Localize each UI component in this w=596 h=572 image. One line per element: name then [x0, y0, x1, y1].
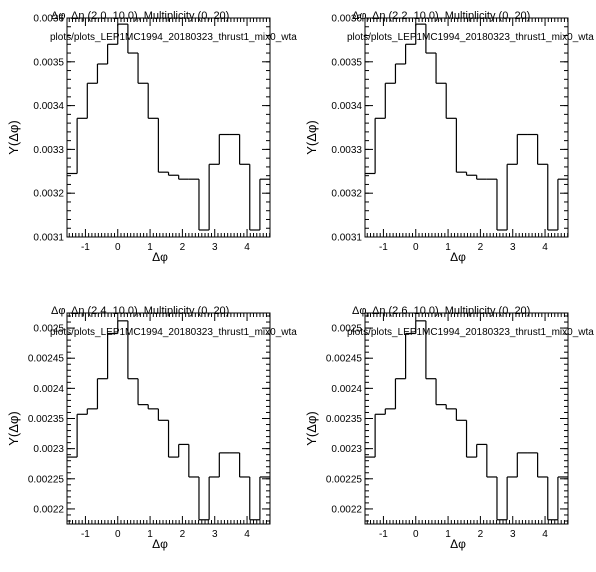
x-tick-label: 1: [147, 529, 153, 540]
x-axis-label: Δφ: [152, 537, 168, 551]
y-axis-label: Y(Δφ): [304, 411, 319, 445]
y-tick-label: 0.0034: [331, 101, 362, 112]
x-tick-label: 2: [180, 529, 186, 540]
x-tick-label: 0: [115, 529, 121, 540]
x-tick-label: 0: [115, 242, 121, 253]
x-tick-label: 2: [180, 242, 186, 253]
y-axis-label: Y(Δφ): [304, 120, 319, 154]
x-tick-label: -1: [379, 242, 388, 253]
x-tick-label: 0: [413, 242, 419, 253]
y-axis-label: Y(Δφ): [6, 411, 21, 445]
x-tick-label: 3: [510, 529, 516, 540]
x-tick-label: 4: [542, 529, 548, 540]
chart-panel-2: -1 0 1 2 3 4 0.0031 0.0032 0.0033 0.0034 0.0035 0.0…: [304, 10, 594, 264]
chart-panel-1: -1 0 1 2 3 4 0.0031 0.0032 0.0033 0.0034 0.0035 0.0…: [6, 10, 297, 264]
x-tick-label: 3: [510, 242, 516, 253]
y-tick-label: 0.00245: [326, 354, 363, 365]
y-tick-label: 0.0032: [331, 189, 362, 200]
y-tick-label: 0.0036: [331, 14, 362, 25]
y-tick-label: 0.0022: [33, 504, 64, 515]
panel-subtitle: plots/plots_LEP1MC1994_20180323_thrust1_…: [347, 32, 594, 43]
plot-frame: [364, 312, 569, 525]
plot-frame: [364, 17, 569, 238]
x-tick-label: 4: [244, 242, 250, 253]
y-tick-label: 0.00235: [28, 414, 65, 425]
y-tick-label: 0.0024: [33, 384, 64, 395]
y-tick-label: 0.00245: [28, 354, 65, 365]
y-tick-label: 0.0036: [33, 14, 64, 25]
x-tick-label: -1: [81, 529, 90, 540]
panel-title: Δφ, Δη (2.2, 10.0), Multiplicity (0, 20): [352, 10, 530, 22]
x-tick-label: 3: [212, 529, 218, 540]
y-tick-label: 0.0032: [33, 189, 64, 200]
x-tick-label: 0: [413, 529, 419, 540]
x-tick-label: 1: [445, 242, 451, 253]
panel-subtitle: plots/plots_LEP1MC1994_20180323_thrust1_…: [347, 327, 594, 338]
x-tick-label: 1: [147, 242, 153, 253]
y-tick-label: 0.0023: [331, 444, 362, 455]
y-tick-label: 0.0024: [331, 384, 362, 395]
y-tick-label: 0.0033: [331, 145, 362, 156]
x-tick-label: 4: [244, 529, 250, 540]
y-tick-label: 0.0034: [33, 101, 64, 112]
y-tick-label: 0.0033: [33, 145, 64, 156]
x-axis-label: Δφ: [450, 250, 466, 264]
y-tick-label: 0.00225: [28, 474, 65, 485]
y-tick-label: 0.00225: [326, 474, 363, 485]
panel-title: Δφ, Δη (2.4, 10.0), Multiplicity (0, 20): [51, 305, 229, 317]
panel-title: Δφ, Δη (2.6, 10.0), Multiplicity (0, 20): [352, 305, 530, 317]
x-tick-label: 3: [212, 242, 218, 253]
chart-panel-4: -1 0 1 2 3 4 0.0022 0.00225 0.0023 0.00235 0.0024 0…: [304, 305, 594, 551]
y-tick-label: 0.0035: [33, 57, 64, 68]
x-tick-label: 2: [478, 529, 484, 540]
x-tick-label: 2: [478, 242, 484, 253]
panel-subtitle: plots/plots_LEP1MC1994_20180323_thrust1_…: [50, 327, 297, 338]
y-tick-label: 0.0031: [331, 233, 362, 244]
y-tick-label: 0.0023: [33, 444, 64, 455]
x-tick-label: 1: [445, 529, 451, 540]
y-tick-label: 0.0035: [331, 57, 362, 68]
panel-subtitle: plots/plots_LEP1MC1994_20180323_thrust1_…: [50, 32, 297, 43]
y-tick-label: 0.0022: [331, 504, 362, 515]
x-axis-label: Δφ: [152, 250, 168, 264]
chart-panel-3: -1 0 1 2 3 4 0.0022 0.00225 0.0023 0.00235 0.0024 0…: [6, 305, 297, 551]
panel-title: Δφ, Δη (2.0, 10.0), Multiplicity (0, 20): [51, 10, 229, 22]
y-tick-label: 0.00235: [326, 414, 363, 425]
x-tick-label: -1: [379, 529, 388, 540]
plot-frame: [66, 312, 271, 525]
x-tick-label: 4: [542, 242, 548, 253]
x-axis-label: Δφ: [450, 537, 466, 551]
y-tick-label: 0.0025: [331, 324, 362, 335]
y-tick-label: 0.0025: [33, 324, 64, 335]
plot-frame: [66, 17, 271, 238]
y-axis-label: Y(Δφ): [6, 120, 21, 154]
x-tick-label: -1: [81, 242, 90, 253]
y-tick-label: 0.0031: [33, 233, 64, 244]
